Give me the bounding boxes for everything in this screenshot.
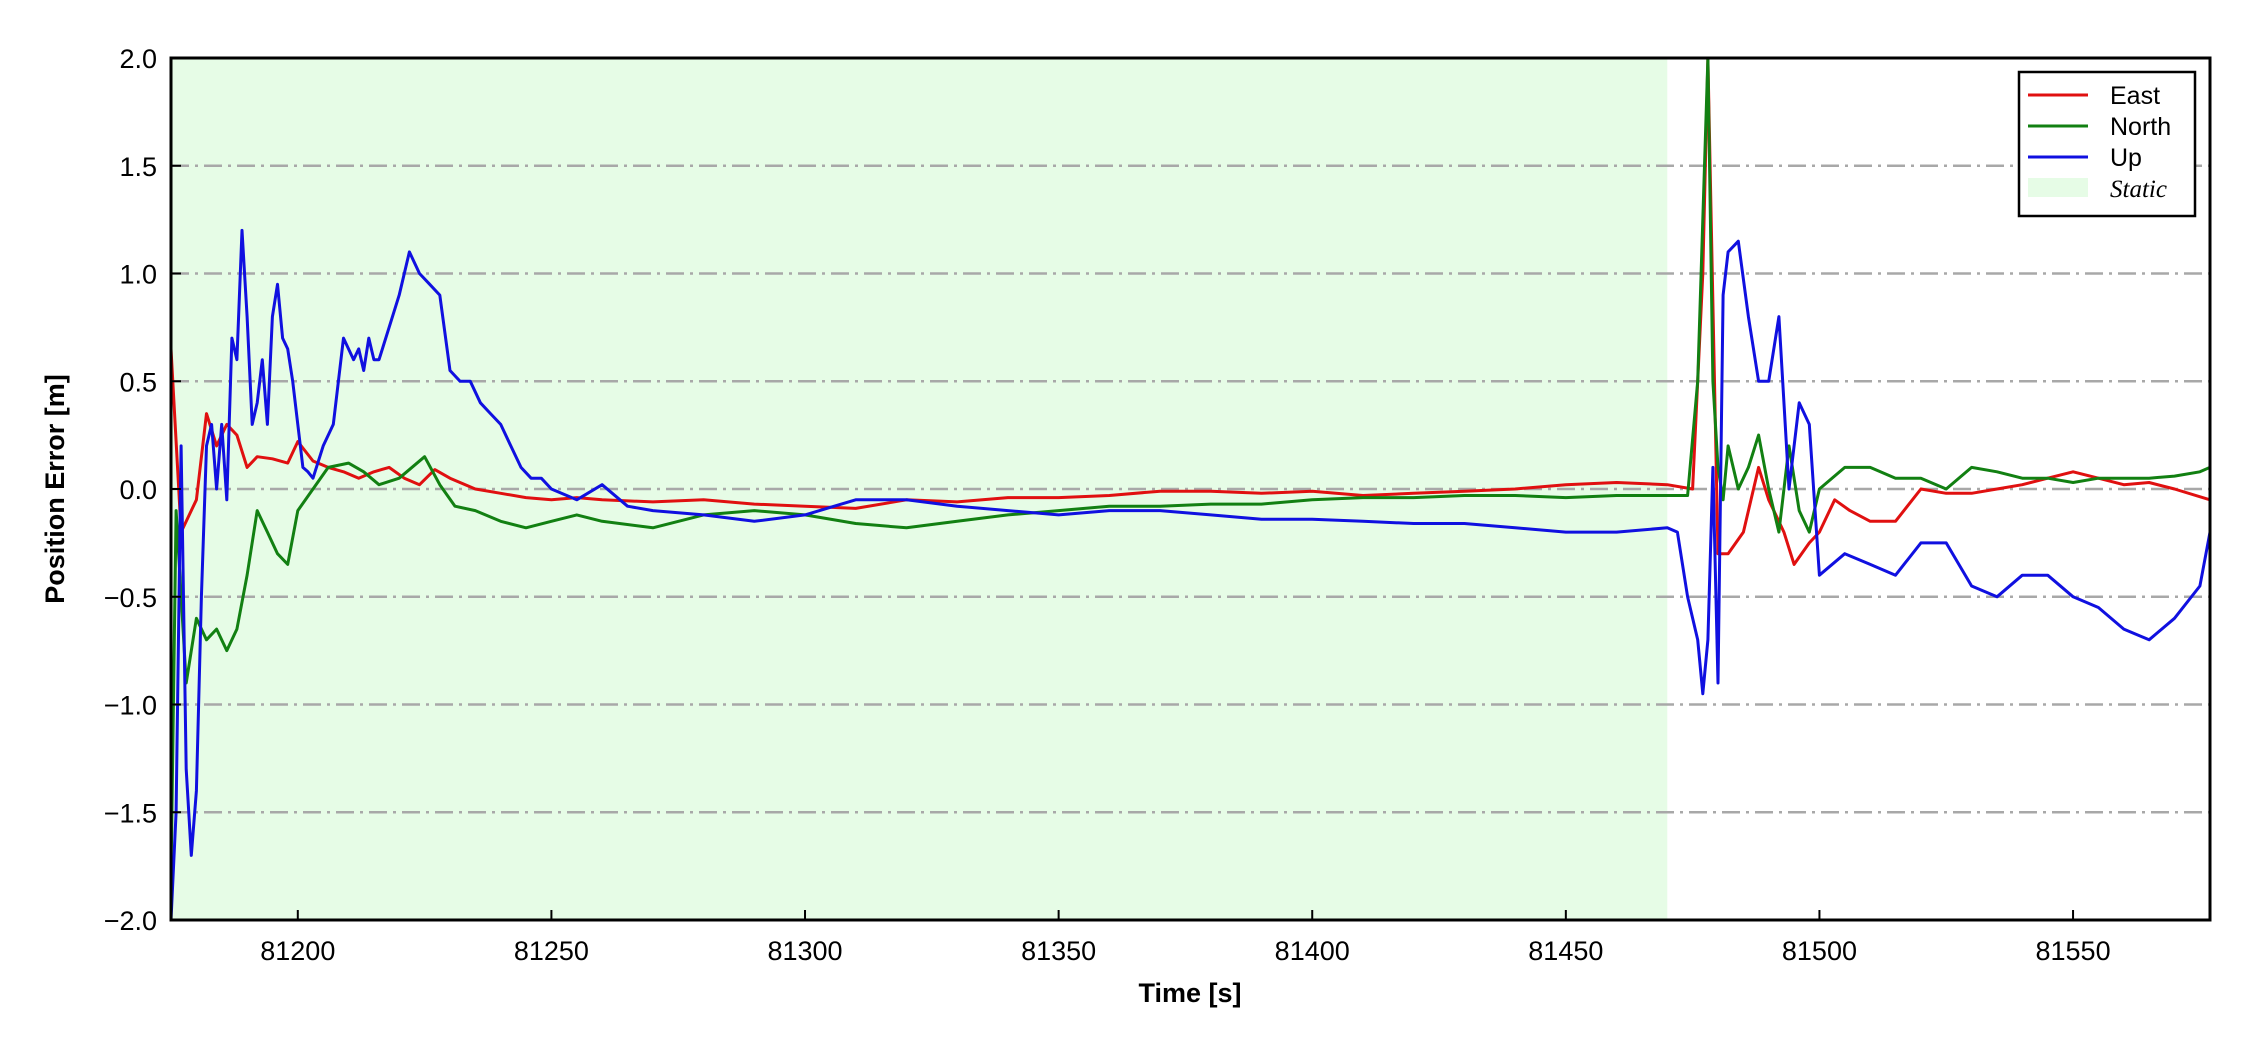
x-tick-label: 81450 [1528, 936, 1603, 966]
x-axis-ticks: 81200 81250 81300 81350 81400 81450 81500 81550 [260, 910, 2111, 966]
x-tick-label: 81200 [260, 936, 335, 966]
legend: East North Up Static [2017, 70, 2197, 218]
series-line-up [171, 228, 2210, 920]
y-tick-label: 2.0 [119, 44, 157, 74]
y-tick-label: 0.0 [119, 475, 157, 505]
y-tick-label: −1.5 [104, 798, 157, 828]
y-tick-label: 1.5 [119, 152, 157, 182]
gridlines [171, 164, 2210, 814]
x-tick-label: 81250 [514, 936, 589, 966]
y-tick-label: 1.0 [119, 260, 157, 290]
y-axis-title: Position Error [m] [40, 374, 70, 604]
x-tick-label: 81350 [1021, 936, 1096, 966]
y-tick-label: −0.5 [104, 583, 157, 613]
x-tick-label: 81500 [1782, 936, 1857, 966]
x-axis-title: Time [s] [1138, 978, 1241, 1008]
legend-label-north: North [2110, 113, 2171, 141]
legend-label-east: East [2110, 82, 2160, 110]
legend-label-up: Up [2110, 144, 2142, 172]
y-axis-ticks: −2.0 −1.5 −1.0 −0.5 0.0 0.5 1.0 1.5 2.0 [104, 44, 181, 936]
y-tick-label: −2.0 [104, 906, 157, 936]
series-lines [171, 58, 2210, 920]
series-line-east [171, 58, 2210, 566]
x-tick-label: 81300 [767, 936, 842, 966]
y-tick-label: 0.5 [119, 367, 157, 397]
legend-label-static: Static [2110, 176, 2167, 203]
y-tick-label: −1.0 [104, 691, 157, 721]
legend-swatch-static [2028, 178, 2088, 197]
x-tick-label: 81400 [1275, 936, 1350, 966]
series-line-north [171, 58, 2210, 877]
x-tick-label: 81550 [2036, 936, 2111, 966]
